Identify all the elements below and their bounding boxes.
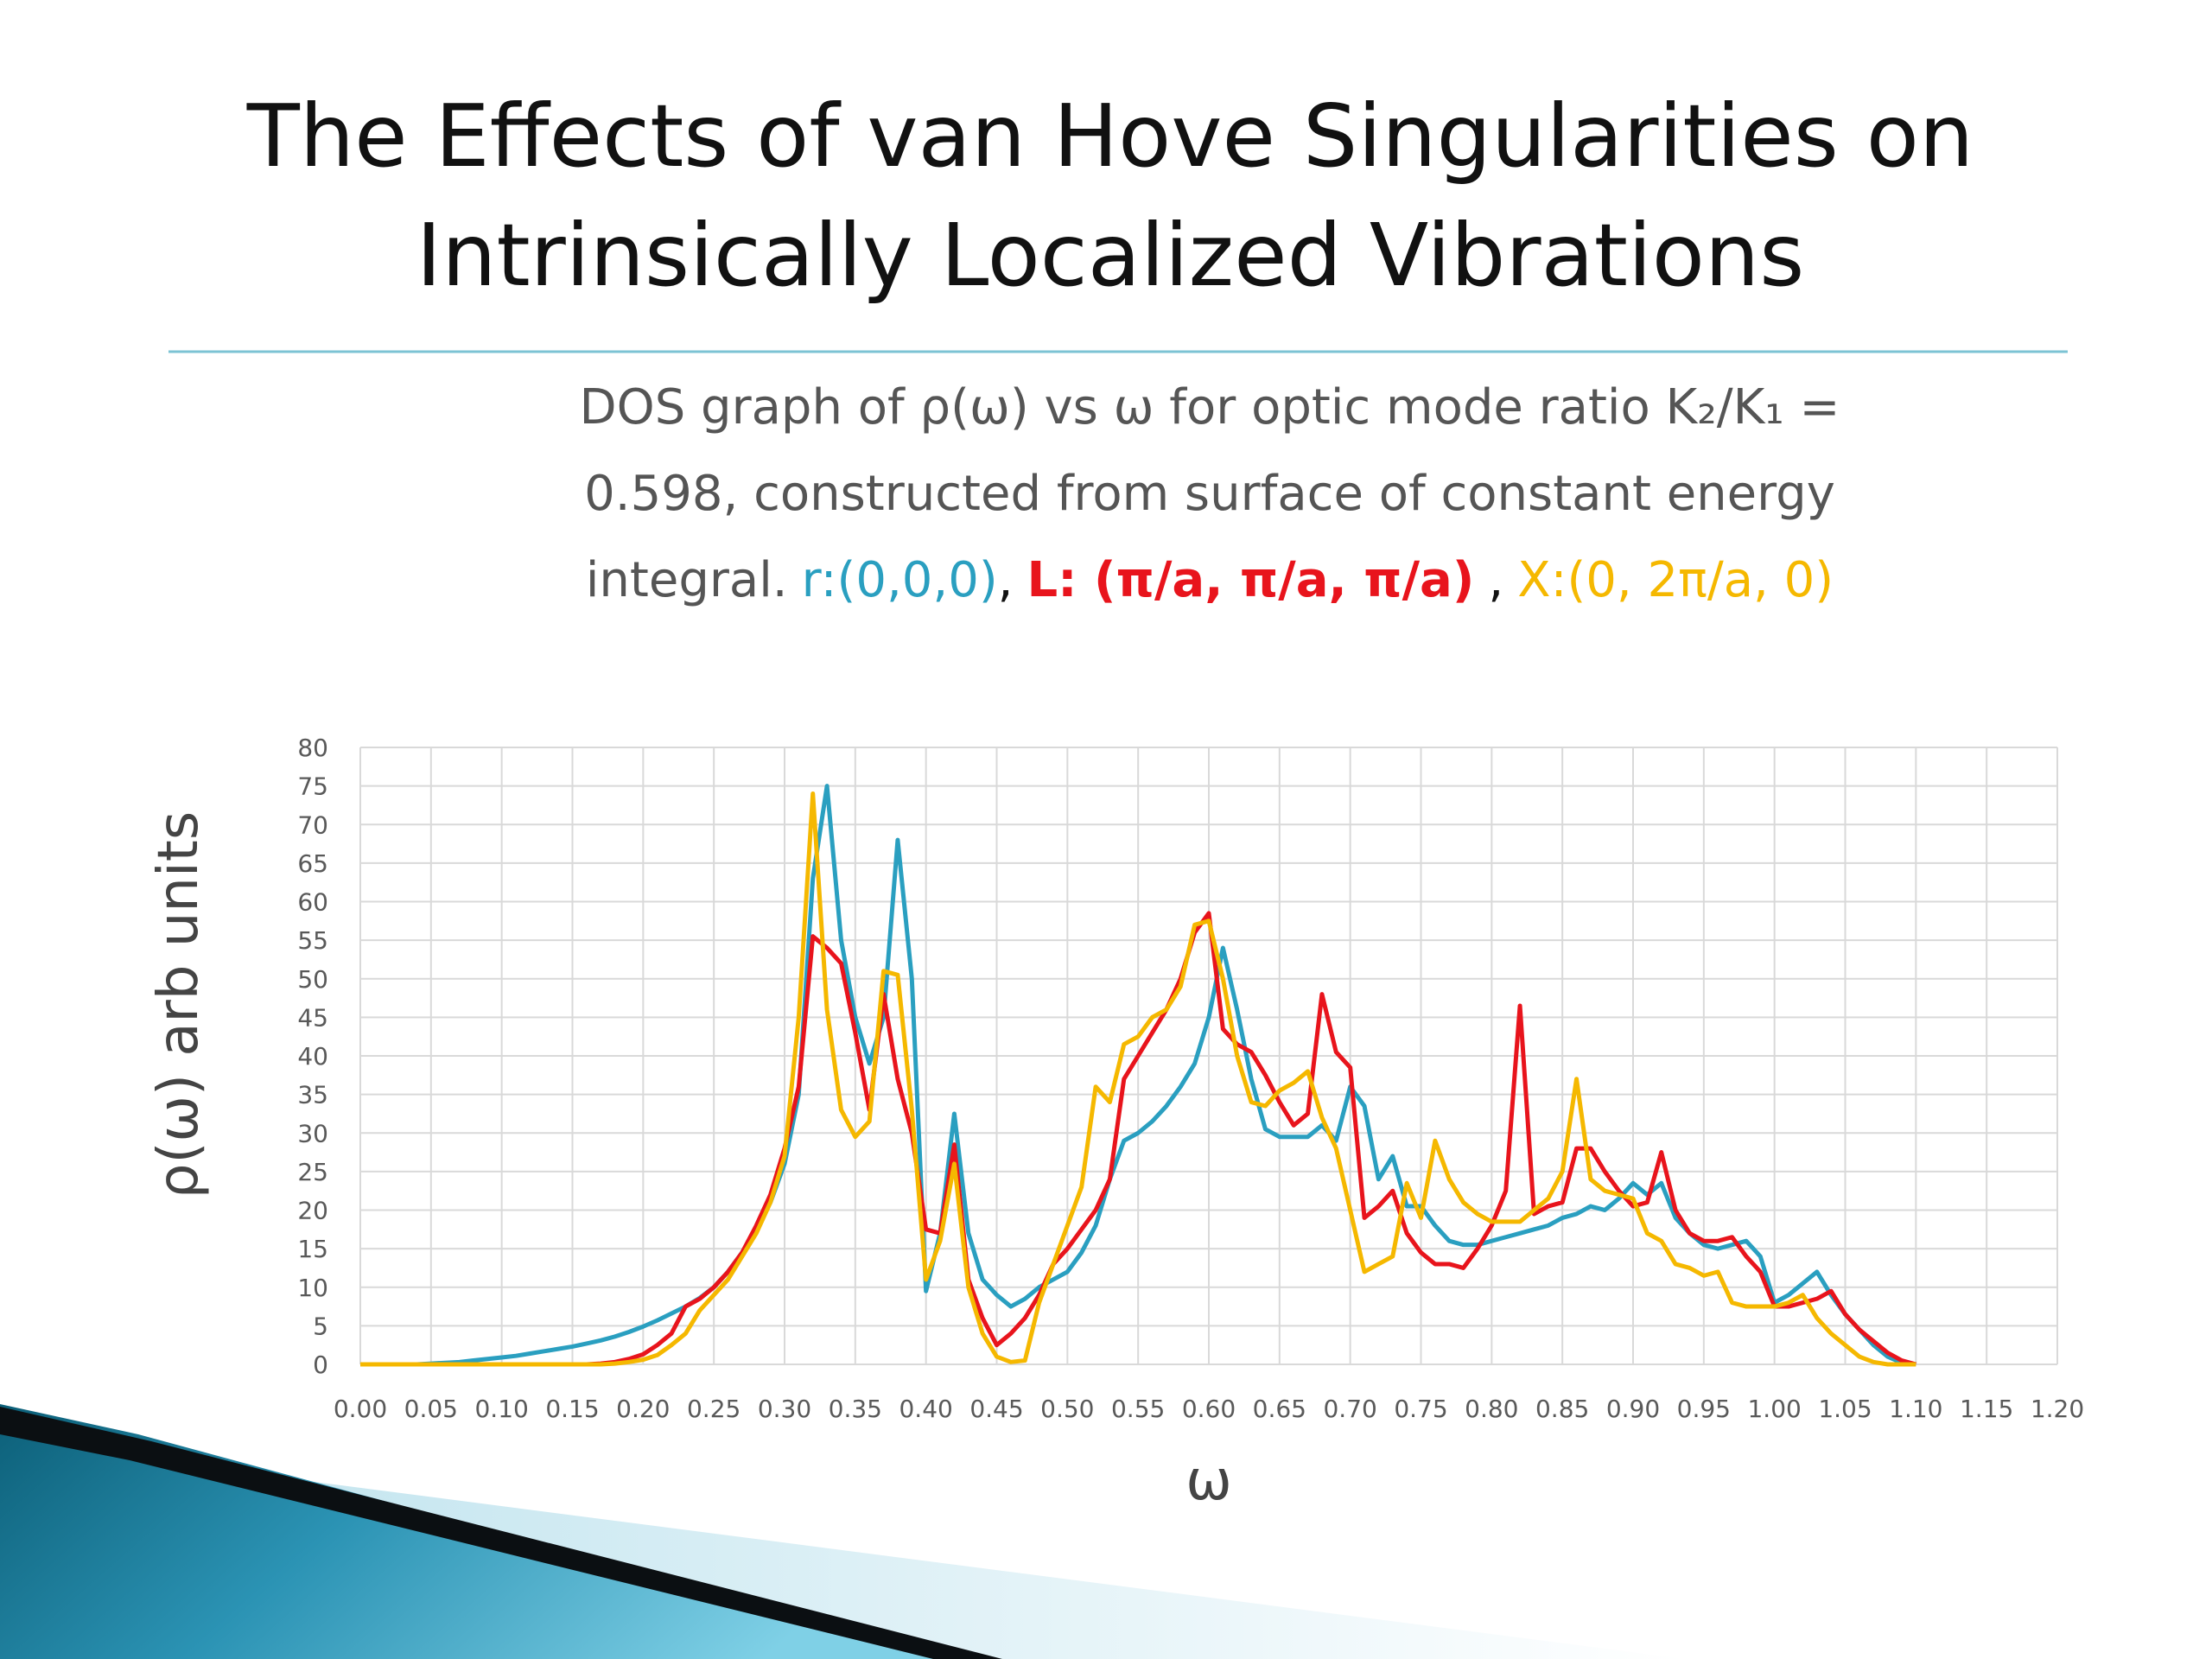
y-tick-label: 10 — [297, 1274, 328, 1302]
caption-text: , — [998, 552, 1014, 608]
series-line — [360, 784, 1916, 1367]
x-tick-label: 0.55 — [1111, 1395, 1165, 1423]
x-tick-label: 1.05 — [1818, 1395, 1872, 1423]
caption-line: DOS graph of ρ(ω) vs ω for optic mode ra… — [580, 379, 1840, 435]
x-tick-label: 0.05 — [404, 1395, 458, 1423]
y-tick-label: 35 — [297, 1081, 328, 1109]
x-tick-label: 0.30 — [758, 1395, 811, 1423]
caption-text: , — [1488, 552, 1503, 608]
y-tick-label: 65 — [297, 849, 328, 878]
x-tick-label: 0.90 — [1606, 1395, 1660, 1423]
y-tick-label: 70 — [297, 810, 328, 839]
y-tick-label: 80 — [297, 734, 328, 762]
x-tick-label: 0.20 — [616, 1395, 670, 1423]
y-axis-label: ρ(ω) arb units — [147, 811, 211, 1198]
y-tick-label: 50 — [297, 965, 328, 994]
y-tick-label: 45 — [297, 1003, 328, 1032]
x-axis-label: ω — [1185, 1449, 1232, 1513]
caption-line: integral. r:(0,0,0), L: (π/a, π/a, π/a), X:… — [586, 552, 1834, 608]
legend-entry: X:(0, 2π/a, 0) — [1517, 552, 1834, 608]
decor-dark — [0, 1407, 1002, 1659]
x-tick-label: 1.15 — [1960, 1395, 2013, 1423]
y-tick-label: 20 — [297, 1197, 328, 1225]
title-line: The Effects of van Hove Singularities on — [246, 86, 1974, 187]
y-tick-label: 25 — [297, 1158, 328, 1186]
x-tick-label: 0.15 — [545, 1395, 599, 1423]
x-tick-label: 0.65 — [1253, 1395, 1306, 1423]
caption-text: integral. — [586, 552, 788, 608]
legend-entry: L: (π/a, π/a, π/a) — [1027, 552, 1474, 608]
x-tick-label: 0.35 — [829, 1395, 882, 1423]
x-tick-label: 0.75 — [1394, 1395, 1447, 1423]
x-tick-label: 1.00 — [1747, 1395, 1801, 1423]
x-tick-label: 0.40 — [899, 1395, 952, 1423]
series-line — [360, 791, 1916, 1367]
x-tick-label: 0.50 — [1040, 1395, 1094, 1423]
y-tick-label: 5 — [313, 1312, 328, 1340]
x-tick-label: 0.00 — [334, 1395, 387, 1423]
y-tick-label: 0 — [313, 1351, 328, 1379]
y-tick-label: 15 — [297, 1235, 328, 1263]
y-tick-label: 40 — [297, 1042, 328, 1071]
y-tick-label: 60 — [297, 888, 328, 917]
x-tick-label: 0.60 — [1182, 1395, 1236, 1423]
x-tick-label: 0.25 — [687, 1395, 741, 1423]
plot: 0 5 10 15 20 25 30 35 40 45 50 55 60 65 70 75 80 0.00 0.05… — [147, 734, 2084, 1513]
y-tick-label: 55 — [297, 926, 328, 955]
x-tick-label: 0.45 — [969, 1395, 1023, 1423]
x-tick-label: 1.10 — [1889, 1395, 1942, 1423]
y-tick-label: 30 — [297, 1119, 328, 1147]
x-tick-label: 0.85 — [1535, 1395, 1589, 1423]
caption-line: 0.598, constructed from surface of const… — [584, 466, 1835, 522]
x-tick-label: 0.95 — [1677, 1395, 1731, 1423]
x-tick-label: 0.70 — [1323, 1395, 1376, 1423]
legend-entry: r:(0,0,0) — [802, 552, 998, 608]
x-tick-label: 1.20 — [2031, 1395, 2084, 1423]
title-line: Intrinsically Localized Vibrations — [416, 205, 1805, 306]
y-tick-label: 75 — [297, 772, 328, 801]
x-tick-label: 0.80 — [1465, 1395, 1518, 1423]
x-tick-label: 0.10 — [474, 1395, 528, 1423]
decor-pale — [147, 1460, 1685, 1659]
